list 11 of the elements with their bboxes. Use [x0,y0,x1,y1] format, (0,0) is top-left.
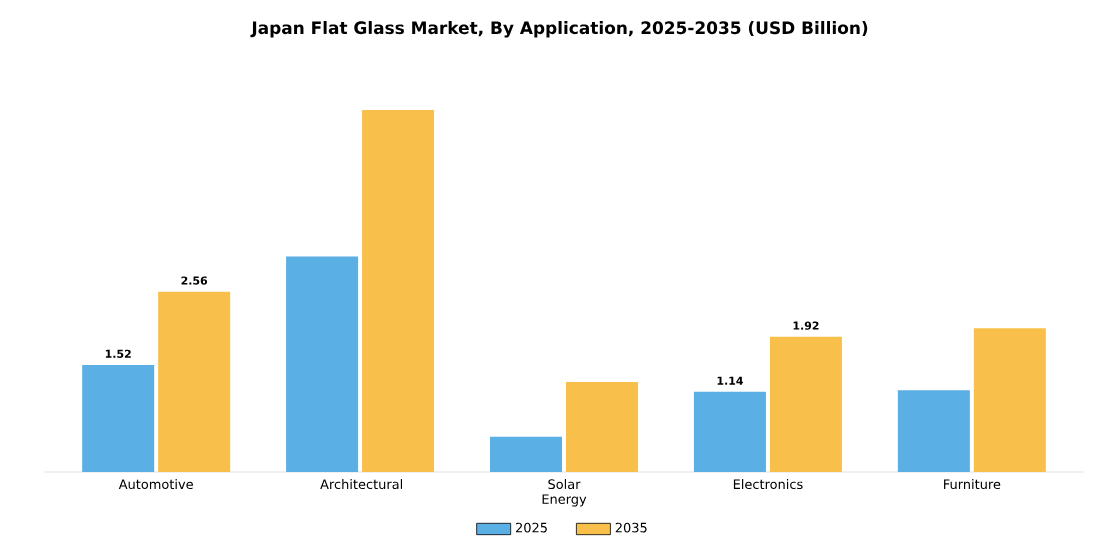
bar [82,364,155,472]
bar [158,291,231,472]
bar [362,110,435,472]
bar [490,436,563,472]
bar [693,391,766,472]
bar [286,256,359,472]
bar [897,390,970,472]
bar [565,381,638,472]
bar [973,328,1046,472]
chart-title: Japan Flat Glass Market, By Application, 2025-2035 (USD Billion) [250,21,868,38]
bar [769,336,842,472]
